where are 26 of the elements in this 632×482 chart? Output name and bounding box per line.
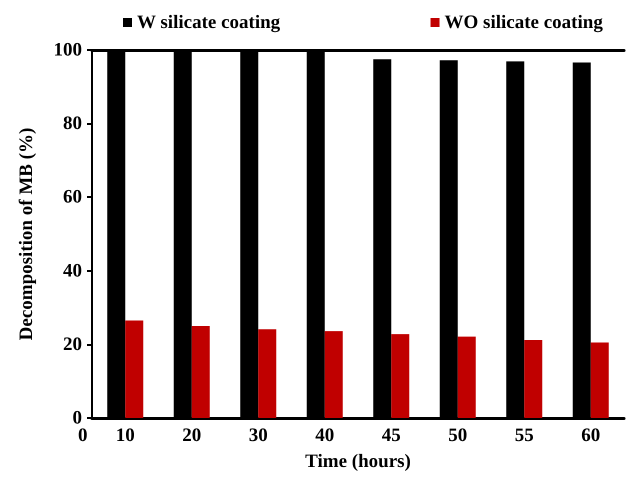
y-tick-label: 40 [63, 260, 82, 282]
bar [458, 336, 476, 418]
y-tick-label: 0 [72, 408, 82, 428]
bar [192, 326, 210, 418]
legend-label: W silicate coating [137, 12, 281, 33]
x-tick-label: 60 [581, 425, 600, 446]
x-tick-label: 40 [315, 425, 334, 446]
y-tick-label: 100 [54, 40, 82, 60]
x-tick-label: 20 [182, 425, 202, 446]
y-tick-label: 80 [63, 113, 82, 134]
y-axis-title: Decomposition of MB (%) [16, 128, 37, 340]
bar [590, 342, 609, 418]
bar [391, 334, 410, 418]
legend-label: WO silicate coating [444, 12, 604, 33]
bar [524, 340, 542, 418]
x-tick-label: 50 [448, 425, 468, 446]
bar [125, 320, 144, 418]
x-tick-label: 55 [514, 425, 534, 446]
x-tick-label: 30 [248, 425, 268, 446]
y-tick-label: 20 [63, 334, 82, 355]
x-axis-title: Time (hours) [305, 451, 411, 472]
bar [324, 331, 343, 418]
y-tick-label: 60 [63, 186, 82, 208]
x-tick-label: 45 [382, 425, 401, 446]
x-tick-label: 10 [116, 425, 135, 446]
bar [258, 329, 276, 418]
